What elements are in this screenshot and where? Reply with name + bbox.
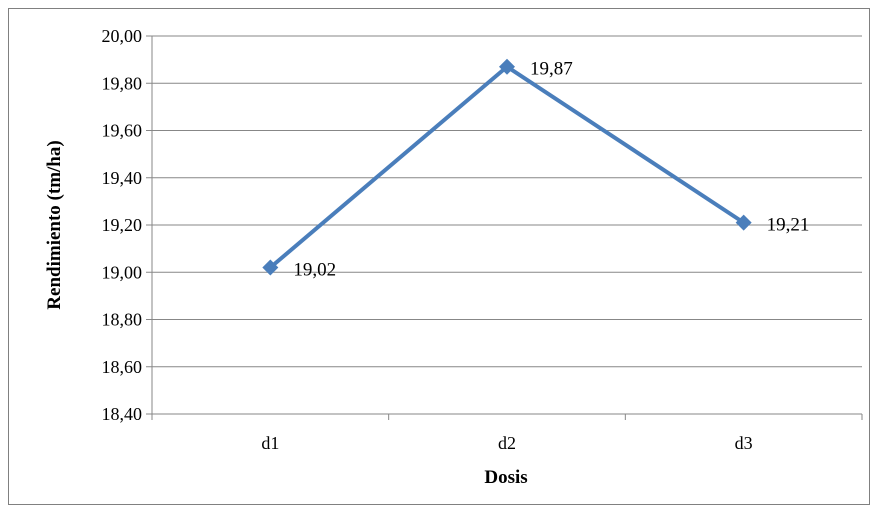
y-tick-label: 18,40 — [102, 404, 143, 424]
gridlines — [152, 35, 862, 415]
data-label: 19,87 — [530, 59, 573, 80]
y-tick-label: 19,60 — [102, 121, 143, 141]
y-tick-label: 18,80 — [102, 310, 143, 330]
data-point-marker — [735, 214, 752, 231]
series-line — [269, 64, 745, 270]
series — [262, 58, 752, 276]
y-tick-label: 19,00 — [102, 262, 143, 282]
x-tick-label: d2 — [498, 433, 516, 453]
data-point-marker — [499, 58, 515, 75]
y-axis-title: Rendimiento (tm/ha) — [44, 140, 65, 309]
y-tick-label: 19,40 — [102, 168, 143, 188]
y-tick-label: 19,80 — [102, 73, 143, 93]
x-axis-title: Dosis — [484, 467, 527, 488]
data-label: 19,02 — [293, 260, 336, 281]
y-tick-label: 19,20 — [102, 215, 143, 235]
x-tick-label: d3 — [735, 433, 753, 453]
x-tick-label: d1 — [261, 433, 279, 453]
y-tick-label: 18,60 — [102, 357, 143, 377]
labels: 20,00 19,80 19,60 19,40 19,20 19,00 18,80 18,60… — [102, 26, 810, 453]
y-tick-label: 20,00 — [102, 26, 143, 46]
axes — [146, 35, 863, 420]
data-point-marker — [262, 259, 279, 276]
data-label: 19,21 — [767, 215, 810, 236]
